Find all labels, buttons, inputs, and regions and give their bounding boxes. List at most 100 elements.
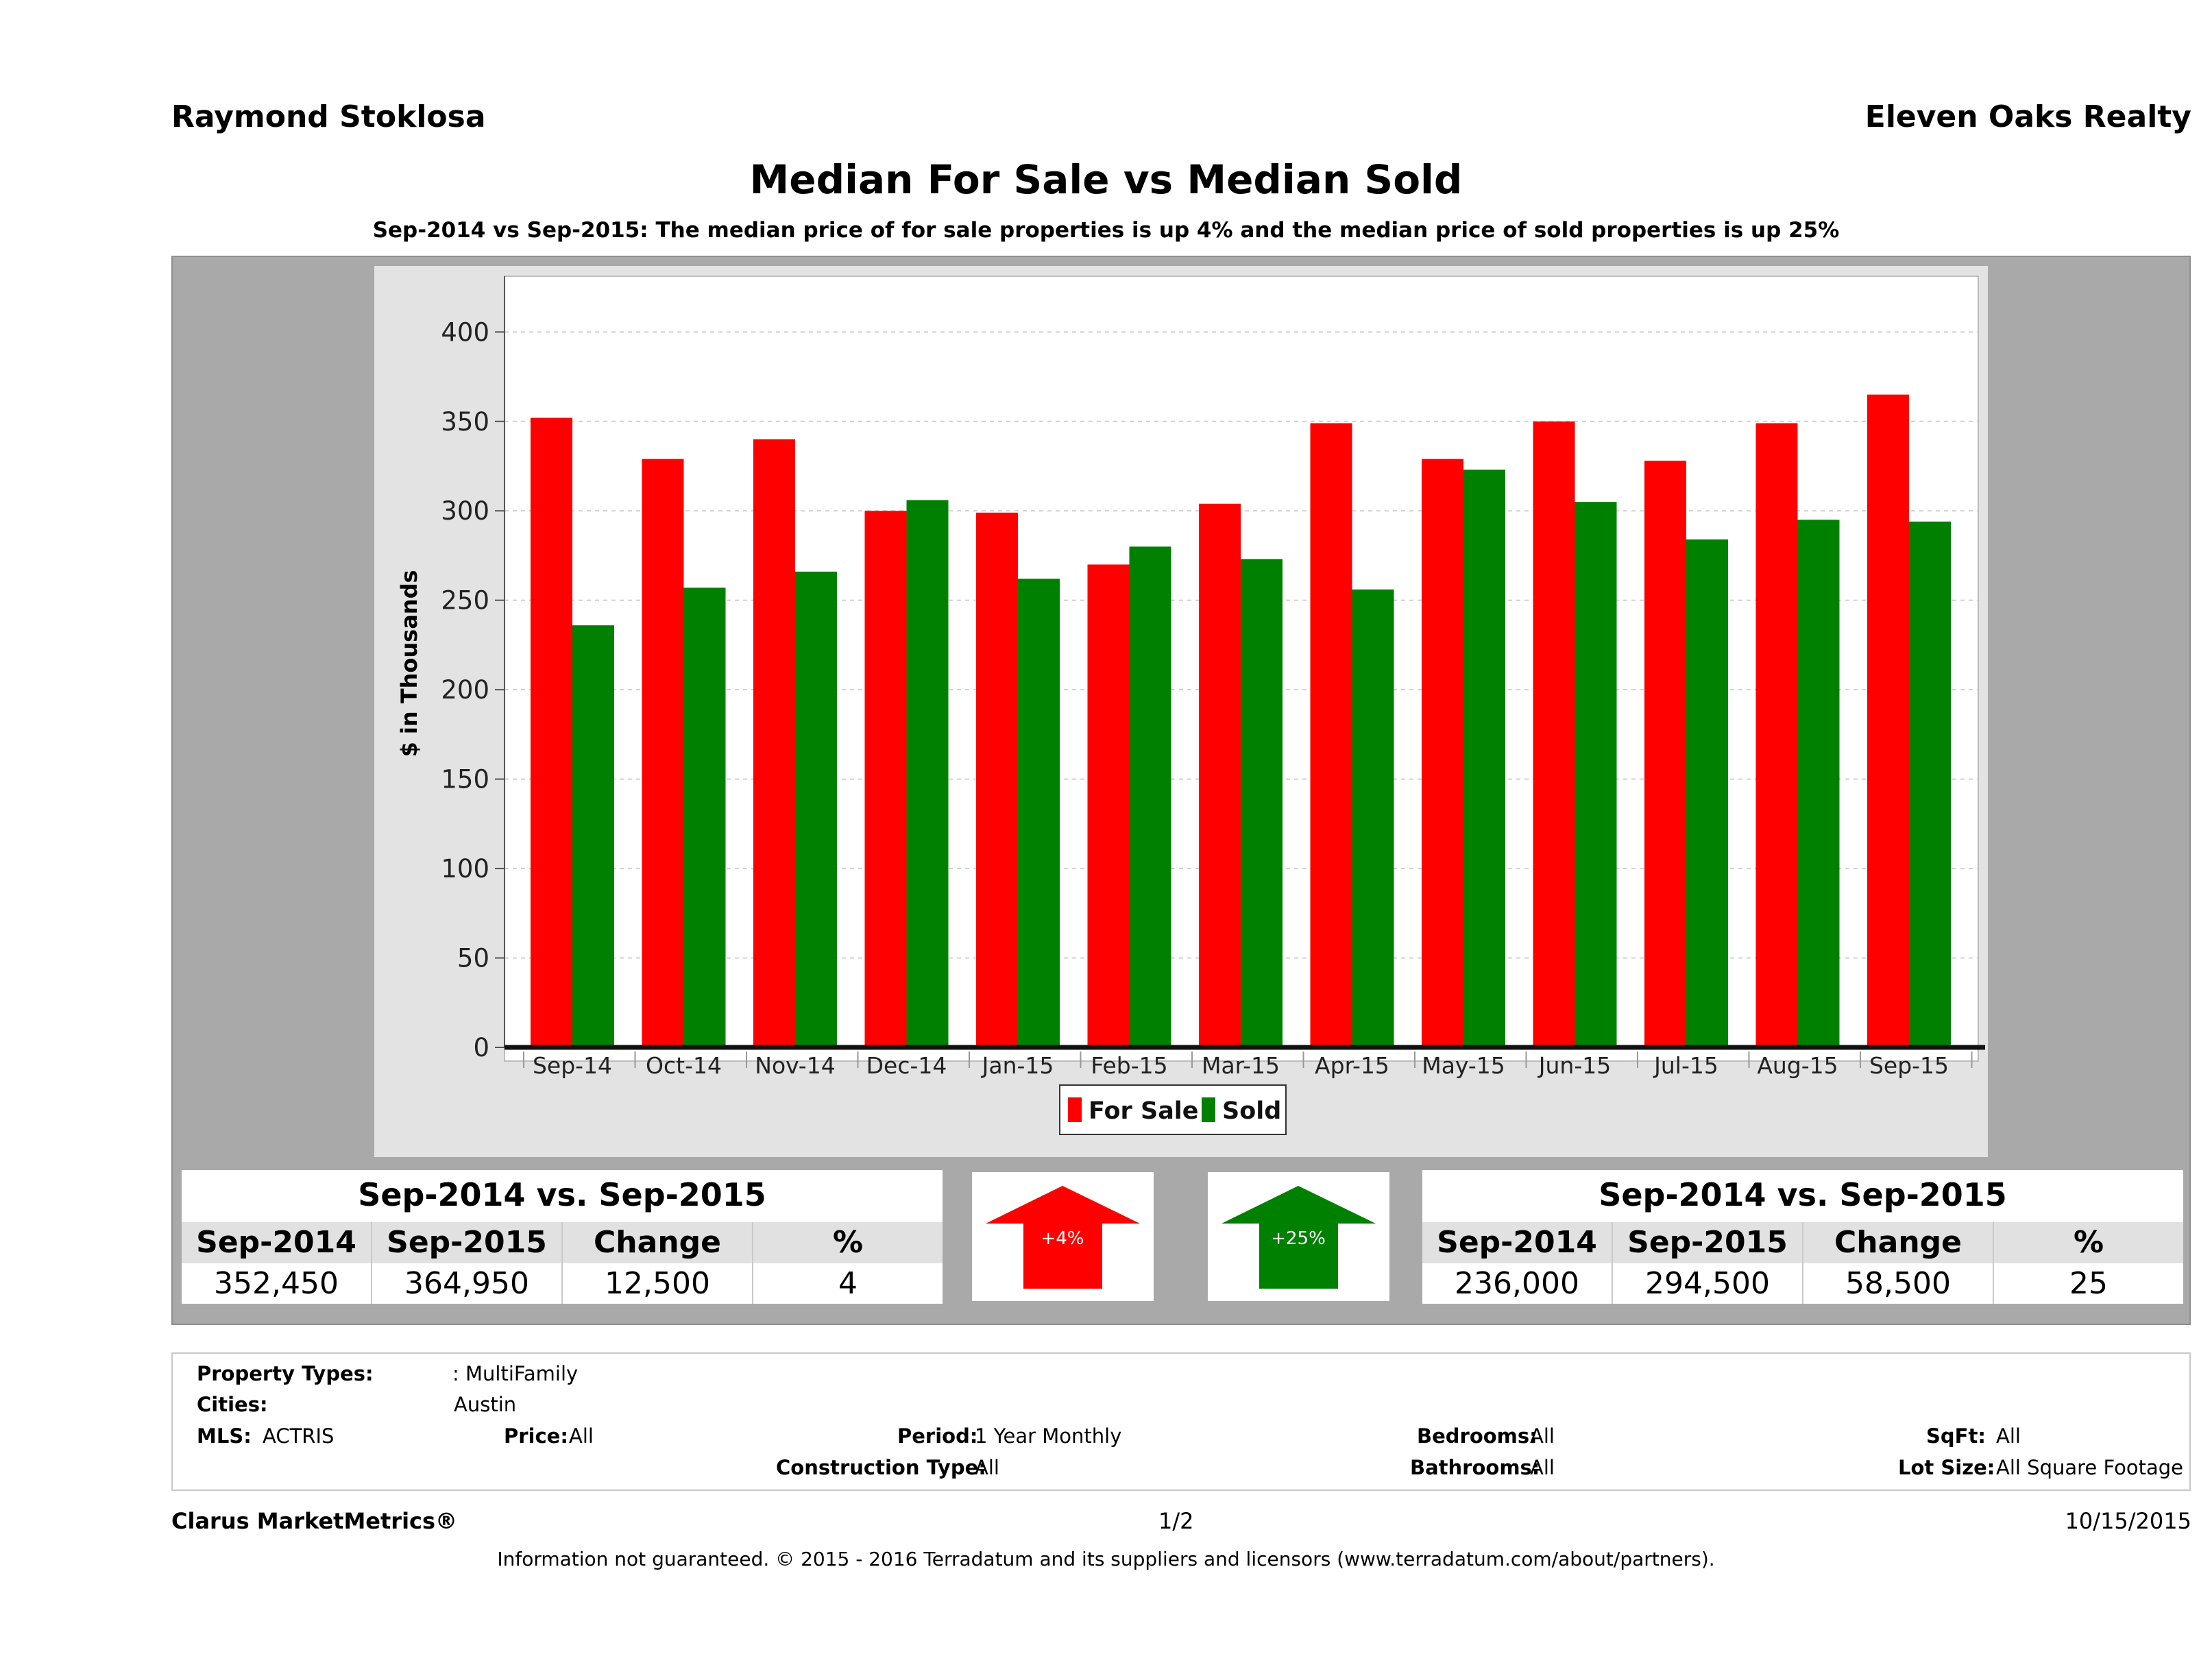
legend-box [1059, 1084, 1287, 1135]
sold-bar [795, 571, 837, 1047]
x-tick-label: Jul-15 [1653, 1052, 1718, 1079]
bathrooms-value: All [1530, 1456, 1555, 1479]
sold-bar [906, 500, 949, 1047]
sold-header-change: Change [1803, 1222, 1994, 1263]
sold-bar [1018, 579, 1060, 1047]
sold-bar [683, 587, 726, 1047]
for-sale-stats-card: Sep-2014 vs. Sep-2015 Sep-2014 Sep-2015 … [182, 1170, 943, 1304]
sqft-label: SqFt: [1926, 1424, 1986, 1448]
for-sale-bar [1087, 564, 1130, 1047]
sold-bar [572, 625, 614, 1047]
for-sale-bar [1533, 421, 1575, 1047]
mls-value: ACTRIS [263, 1424, 335, 1448]
y-tick-label: 100 [441, 854, 489, 884]
for-sale-bar [976, 512, 1018, 1047]
sold-change-card: +25% [1208, 1172, 1389, 1301]
for-sale-header-percent: % [832, 1225, 864, 1260]
y-tick-label: 50 [457, 944, 489, 973]
for-sale-legend-label: For Sale [1089, 1097, 1199, 1125]
sold-stats-caption: Sep-2014 vs. Sep-2015 [1599, 1176, 2007, 1213]
x-tick-label: Mar-15 [1202, 1052, 1280, 1079]
for-sale-bar [1644, 461, 1686, 1047]
bedrooms-value: All [1530, 1424, 1555, 1448]
x-tick-label: Jan-15 [981, 1052, 1054, 1079]
sqft-value: All [1996, 1424, 2021, 1448]
chart-legend: For Sale Sold [1059, 1084, 1287, 1135]
y-tick-label: 0 [473, 1033, 489, 1062]
y-axis-label: $ in Thousands [396, 570, 422, 757]
sold-bar [1241, 559, 1283, 1047]
sold-bar [1909, 521, 1951, 1047]
sold-header-end: Sep-2015 [1613, 1222, 1803, 1263]
for-sale-bar [1755, 423, 1798, 1047]
sold-value-end: 294,500 [1613, 1263, 1803, 1304]
report-title: Median For Sale vs Median Sold [749, 156, 1463, 203]
for-sale-stats-caption: Sep-2014 vs. Sep-2015 [358, 1176, 766, 1213]
page-number: 1/2 [1158, 1508, 1194, 1534]
sold-value-start: 236,000 [1422, 1263, 1613, 1304]
period-label: Period: [897, 1424, 978, 1448]
y-tick-label: 150 [441, 765, 489, 794]
sold-value-percent: 25 [2069, 1266, 2108, 1301]
x-tick-label: Apr-15 [1315, 1052, 1389, 1079]
y-tick-label: 300 [441, 496, 489, 526]
x-tick-label: Sep-14 [533, 1052, 612, 1079]
lot-size-value: All Square Footage [1996, 1456, 2184, 1479]
cities-value: Austin [454, 1393, 517, 1416]
for-sale-header-change: Change [563, 1222, 753, 1263]
y-tick-label: 250 [441, 586, 489, 616]
sold-header-start: Sep-2014 [1422, 1222, 1613, 1263]
bedrooms-label: Bedrooms: [1417, 1424, 1538, 1448]
sold-bar [1463, 470, 1505, 1047]
for-sale-bar [1867, 394, 1909, 1047]
company-name: Eleven Oaks Realty [1864, 99, 2191, 134]
construction-type-label: Construction Type: [776, 1456, 986, 1479]
bar-chart: 0 50 100 150 200 250 300 350 400 Sep-14 Oct-14 Nov-… [396, 276, 1985, 1135]
footer-brand: Clarus MarketMetrics® [171, 1508, 458, 1534]
for-sale-change-label: +4% [1041, 1228, 1084, 1249]
sold-change-label: +25% [1271, 1228, 1326, 1249]
x-tick-label: May-15 [1422, 1052, 1505, 1079]
for-sale-value-change: 12,500 [563, 1263, 753, 1304]
sold-legend-label: Sold [1222, 1097, 1281, 1125]
bathrooms-label: Bathrooms: [1410, 1456, 1540, 1479]
lot-size-label: Lot Size: [1898, 1456, 1995, 1479]
cities-label: Cities: [197, 1393, 268, 1416]
for-sale-value-percent: 4 [838, 1266, 858, 1301]
sold-legend-swatch [1202, 1097, 1215, 1122]
agent-name: Raymond Stoklosa [171, 99, 486, 134]
price-value: All [569, 1424, 594, 1448]
for-sale-bar [531, 417, 572, 1047]
property-types-label: Property Types: [197, 1362, 374, 1385]
for-sale-value-start: 352,450 [182, 1263, 372, 1304]
for-sale-bar [1422, 459, 1463, 1047]
x-tick-label: Dec-14 [866, 1052, 947, 1079]
property-types-value: : MultiFamily [452, 1362, 579, 1385]
y-tick-label: 200 [441, 675, 489, 705]
report-subtitle: Sep-2014 vs Sep-2015: The median price o… [372, 218, 1840, 243]
sold-bar [1797, 520, 1840, 1047]
up-arrow-icon: +4% [986, 1186, 1140, 1289]
sold-stats-card: Sep-2014 vs. Sep-2015 Sep-2014 Sep-2015 … [1422, 1170, 2183, 1304]
sold-header-percent: % [2073, 1225, 2104, 1260]
sold-bar [1575, 502, 1617, 1047]
y-tick-label: 350 [441, 407, 489, 437]
x-tick-label: Nov-14 [755, 1052, 835, 1079]
up-arrow-icon: +25% [1222, 1186, 1376, 1289]
for-sale-legend-swatch [1068, 1097, 1082, 1122]
for-sale-bar [1199, 503, 1241, 1047]
for-sale-bar [1310, 423, 1352, 1047]
for-sale-bar [864, 511, 907, 1047]
for-sale-header-start: Sep-2014 [182, 1222, 372, 1263]
x-tick-label: Jun-15 [1538, 1052, 1611, 1079]
for-sale-header-end: Sep-2015 [372, 1222, 563, 1263]
x-tick-label: Aug-15 [1757, 1052, 1838, 1079]
sold-bar [1686, 539, 1728, 1047]
price-label: Price: [504, 1424, 568, 1448]
x-tick-label: Sep-15 [1869, 1052, 1949, 1079]
sold-bar [1352, 589, 1394, 1047]
construction-type-value: All [975, 1456, 999, 1479]
for-sale-bar [753, 439, 795, 1047]
x-tick-label: Oct-14 [646, 1052, 722, 1079]
disclaimer: Information not guaranteed. © 2015 - 201… [497, 1548, 1715, 1570]
